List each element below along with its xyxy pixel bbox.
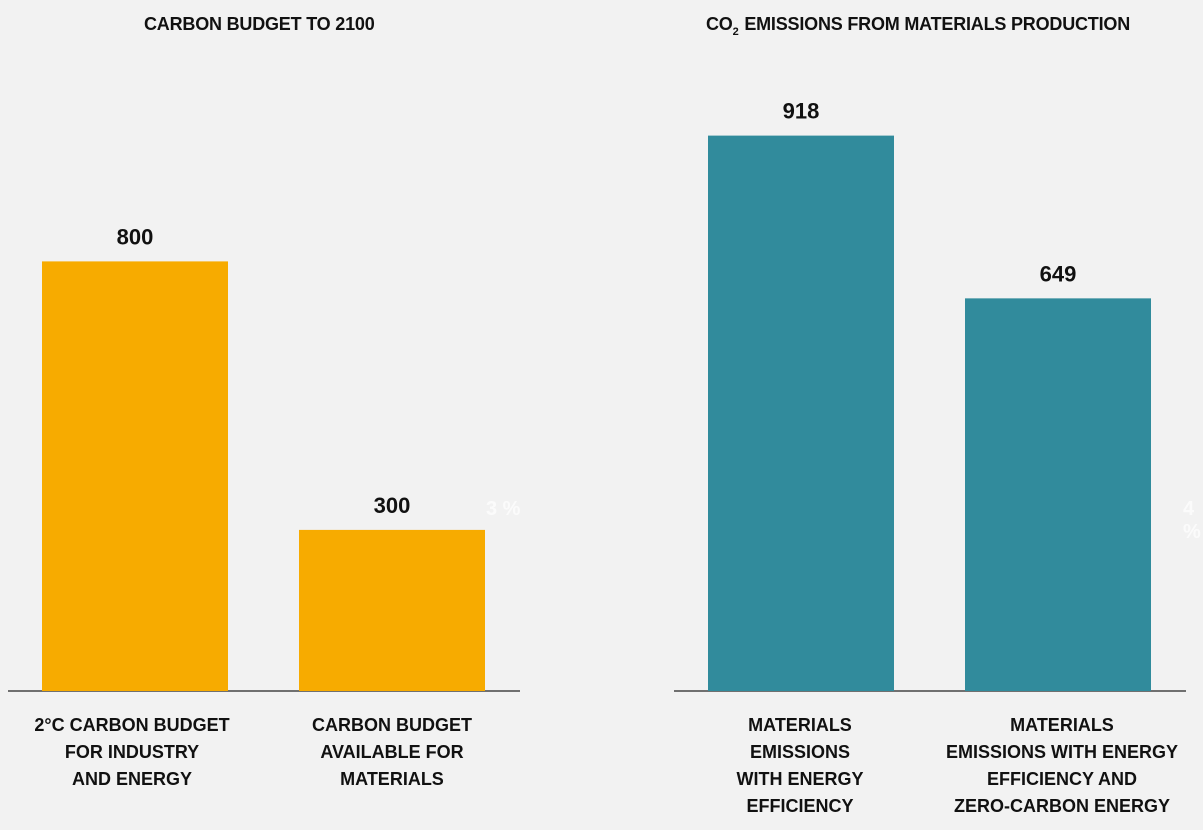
carbon-budget-chart: CARBON BUDGET TO 2100 800 300 2°C CARBON … xyxy=(0,0,560,830)
bar xyxy=(708,135,894,692)
chart-title: CO2 EMISSIONS FROM MATERIALS PRODUCTION xyxy=(640,14,1203,38)
ghost-percent-label: 3 % xyxy=(486,498,521,520)
carbon-budget-plot: 800 300 xyxy=(8,224,520,692)
chart-title-text: CARBON BUDGET TO 2100 xyxy=(144,14,375,34)
category-label: MATERIALS EMISSIONS WITH ENERGY EFFICIEN… xyxy=(945,715,1179,816)
bar xyxy=(299,529,485,691)
bar-value-label: 800 xyxy=(117,224,154,249)
chart-title: CARBON BUDGET TO 2100 xyxy=(0,14,704,35)
bar-value-label: 300 xyxy=(374,493,411,518)
bar xyxy=(42,261,228,691)
category-label: 2°C CARBON BUDGET FOR INDUSTRY AND ENERG… xyxy=(34,715,230,789)
bar-value-label: 918 xyxy=(783,99,820,124)
category-label: CARBON BUDGET AVAILABLE FOR MATERIALS xyxy=(312,715,472,789)
chart-title-prefix: CO xyxy=(706,14,733,34)
chart-title-subscript: 2 xyxy=(732,26,739,38)
ghost-percent-label: 4 % xyxy=(1183,498,1201,543)
materials-emissions-chart: CO2 EMISSIONS FROM MATERIALS PRODUCTION … xyxy=(640,0,1203,830)
chart-title-suffix: EMISSIONS FROM MATERIALS PRODUCTION xyxy=(739,14,1131,34)
bar-value-label: 649 xyxy=(1040,261,1077,286)
bar xyxy=(965,298,1151,691)
category-label: MATERIALS EMISSIONS WITH ENERGY EFFICIEN… xyxy=(736,715,864,816)
materials-emissions-plot: 918 649 xyxy=(674,99,1186,692)
